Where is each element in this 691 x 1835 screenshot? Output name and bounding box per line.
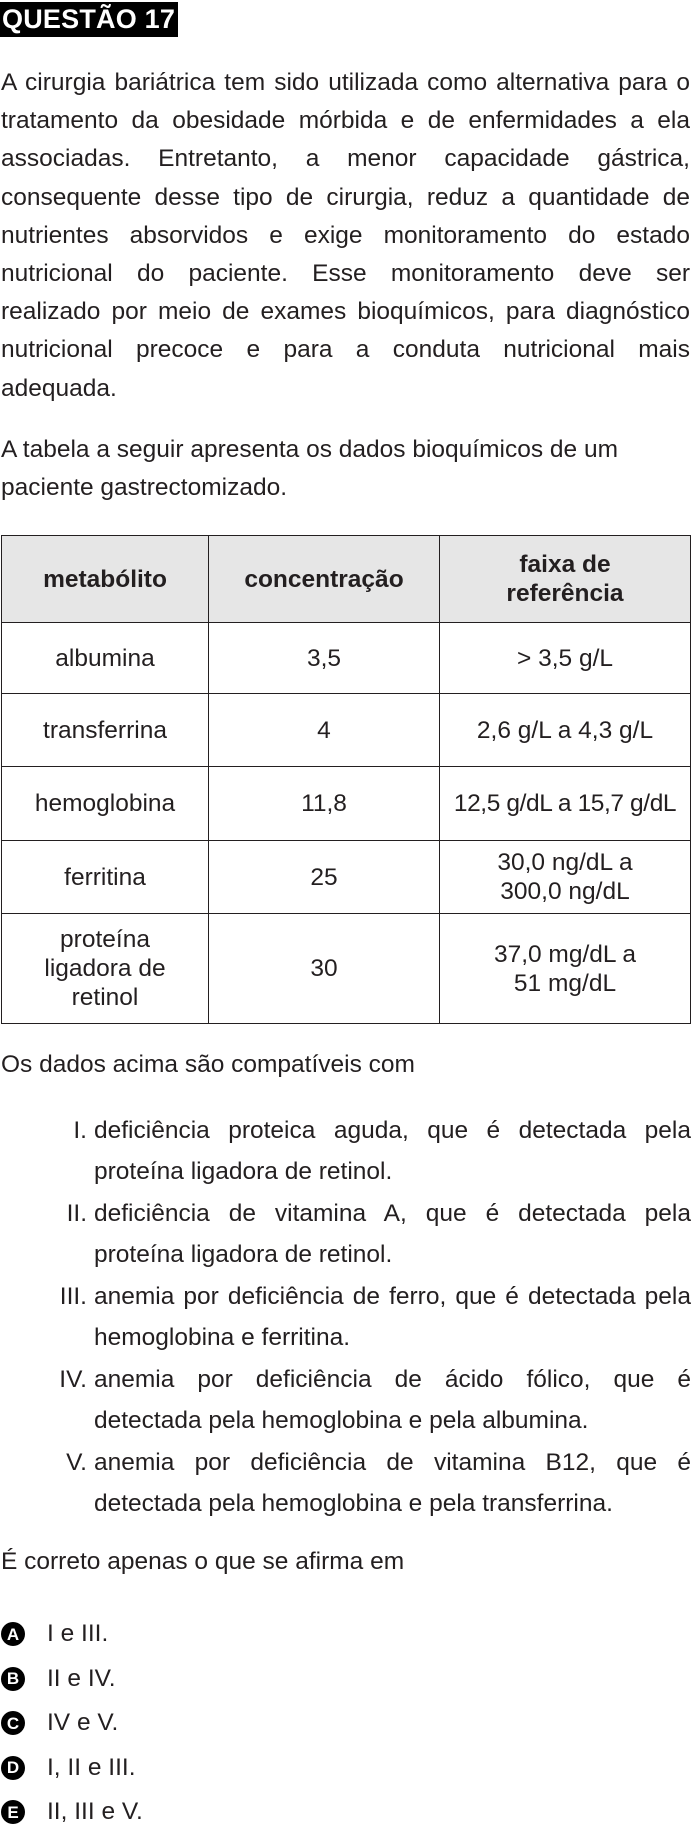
statement-item: I. deficiência proteica aguda, que é det…	[0, 1110, 691, 1192]
cell-concentration: 30	[208, 913, 440, 1024]
question-prompt: É correto apenas o que se afirma em	[1, 1548, 405, 1575]
cell-reference: 30,0 ng/dL a 300,0 ng/dL	[439, 840, 691, 914]
cell-concentration: 25	[208, 840, 440, 914]
option-b[interactable]: B II e IV.	[0, 1657, 143, 1702]
statement-number: III.	[59, 1283, 87, 1310]
table-intro-paragraph: A tabela a seguir apresenta os dados bio…	[1, 436, 618, 502]
option-text: I e III.	[47, 1620, 109, 1648]
option-a[interactable]: A I e III.	[0, 1612, 143, 1657]
statement-item: IV. anemia por deficiência de ácido fóli…	[0, 1359, 691, 1441]
cell-reference: > 3,5 g/L	[439, 622, 691, 694]
header-metabolite: metabólito	[1, 535, 209, 623]
cell-metabolite: albumina	[1, 622, 209, 694]
cell-metabolite: transferrina	[1, 693, 209, 767]
option-letter-badge: A	[1, 1622, 25, 1647]
table-header-row: metabólito concentração faixa de referên…	[1, 535, 691, 623]
cell-concentration: 4	[208, 693, 440, 767]
statement-text: deficiência de vitamina A, que é detecta…	[94, 1200, 691, 1268]
cell-metabolite: ferritina	[1, 840, 209, 914]
statements-lead: Os dados acima são compatíveis com	[1, 1051, 415, 1078]
cell-reference: 12,5 g/dL a 15,7 g/dL	[439, 766, 691, 841]
table-row: transferrina 4 2,6 g/L a 4,3 g/L	[1, 693, 691, 767]
answer-options: A I e III. B II e IV. C IV e V. D I, II …	[0, 1612, 143, 1835]
question-title: QUESTÃO 17	[0, 2, 179, 37]
cell-metabolite: proteína ligadora de retinol	[1, 913, 209, 1024]
intro-paragraph: A cirurgia bariátrica tem sido utilizada…	[1, 69, 690, 402]
table-row: ferritina 25 30,0 ng/dL a 300,0 ng/dL	[1, 840, 691, 914]
option-e[interactable]: E II, III e V.	[0, 1790, 143, 1835]
statement-text: anemia por deficiência de vitamina B12, …	[94, 1449, 691, 1517]
cell-concentration: 11,8	[208, 766, 440, 841]
option-text: II, III e V.	[47, 1798, 143, 1826]
statement-number: IV.	[59, 1366, 87, 1393]
statement-text: anemia por deficiência de ácido fólico, …	[94, 1366, 691, 1434]
statement-item: II. deficiência de vitamina A, que é det…	[0, 1193, 691, 1275]
statement-number: I.	[73, 1117, 87, 1144]
option-letter-badge: E	[1, 1800, 25, 1825]
table-row: hemoglobina 11,8 12,5 g/dL a 15,7 g/dL	[1, 766, 691, 841]
option-letter-badge: D	[1, 1755, 25, 1780]
statement-list: I. deficiência proteica aguda, que é det…	[0, 1110, 691, 1525]
option-text: II e IV.	[47, 1664, 116, 1692]
cell-concentration: 3,5	[208, 622, 440, 694]
statement-item: III. anemia por deficiência de ferro, qu…	[0, 1276, 691, 1358]
option-c[interactable]: C IV e V.	[0, 1701, 143, 1746]
option-text: I, II e III.	[47, 1753, 136, 1781]
option-text: IV e V.	[47, 1709, 119, 1737]
cell-metabolite: hemoglobina	[1, 766, 209, 841]
table-row: albumina 3,5 > 3,5 g/L	[1, 622, 691, 694]
statement-item: V. anemia por deficiência de vitamina B1…	[0, 1442, 691, 1524]
option-d[interactable]: D I, II e III.	[0, 1746, 143, 1791]
cell-reference: 37,0 mg/dL a 51 mg/dL	[439, 913, 691, 1024]
statement-number: II.	[66, 1200, 87, 1227]
statement-number: V.	[66, 1449, 87, 1476]
option-letter-badge: B	[1, 1666, 25, 1691]
header-reference-range: faixa de referência	[439, 535, 691, 623]
statement-text: deficiência proteica aguda, que é detect…	[94, 1117, 691, 1185]
statement-text: anemia por deficiência de ferro, que é d…	[94, 1283, 691, 1351]
table-row: proteína ligadora de retinol 30 37,0 mg/…	[1, 913, 691, 1024]
header-concentration: concentração	[208, 535, 440, 623]
cell-reference: 2,6 g/L a 4,3 g/L	[439, 693, 691, 767]
biochemical-table: metabólito concentração faixa de referên…	[1, 535, 691, 1024]
option-letter-badge: C	[1, 1711, 25, 1736]
